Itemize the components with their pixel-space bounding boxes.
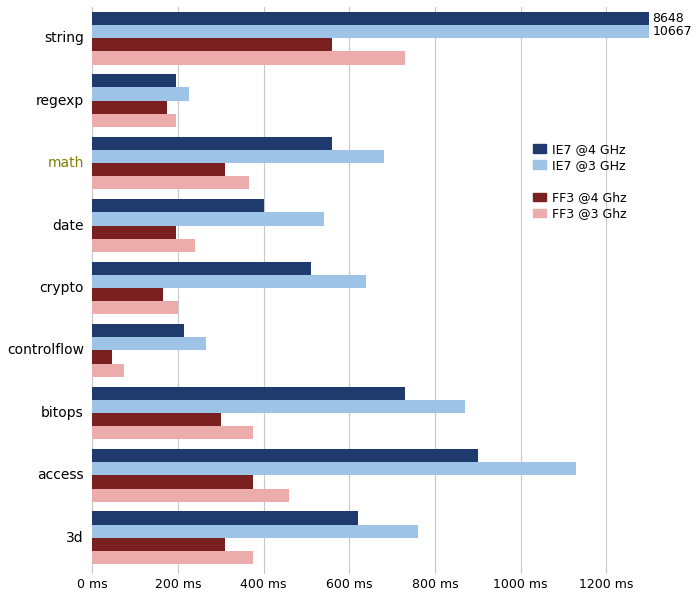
Bar bbox=[92, 475, 253, 489]
Bar bbox=[92, 538, 225, 551]
Bar bbox=[92, 350, 112, 364]
Bar bbox=[92, 74, 176, 87]
Bar bbox=[92, 364, 124, 377]
Bar bbox=[92, 337, 206, 350]
Bar bbox=[92, 288, 163, 301]
Bar bbox=[92, 301, 178, 315]
Bar bbox=[92, 199, 264, 212]
Bar bbox=[92, 426, 253, 440]
Bar bbox=[92, 524, 418, 538]
Bar bbox=[92, 324, 185, 337]
Bar bbox=[92, 399, 465, 413]
Bar bbox=[92, 51, 405, 65]
Bar bbox=[92, 114, 176, 127]
Bar bbox=[92, 551, 253, 564]
Bar bbox=[92, 489, 289, 502]
Bar bbox=[92, 137, 332, 150]
Bar bbox=[92, 38, 332, 51]
Bar bbox=[92, 261, 311, 275]
Bar bbox=[92, 212, 324, 225]
Bar bbox=[92, 87, 189, 100]
Bar bbox=[92, 100, 167, 114]
Text: 8648: 8648 bbox=[653, 12, 684, 25]
Bar bbox=[92, 449, 478, 462]
Text: 10667: 10667 bbox=[653, 25, 692, 38]
Bar bbox=[92, 413, 221, 426]
Bar bbox=[92, 163, 225, 176]
Bar bbox=[92, 239, 195, 252]
Bar bbox=[92, 25, 649, 38]
Legend: IE7 @4 GHz, IE7 @3 GHz, , FF3 @4 Ghz, FF3 @3 Ghz: IE7 @4 GHz, IE7 @3 GHz, , FF3 @4 Ghz, FF… bbox=[528, 138, 632, 225]
Bar bbox=[92, 150, 384, 163]
Bar bbox=[92, 511, 358, 524]
Bar bbox=[92, 462, 576, 475]
Bar bbox=[92, 176, 249, 190]
Bar bbox=[92, 225, 176, 239]
Bar bbox=[92, 12, 649, 25]
Bar bbox=[92, 275, 366, 288]
Bar bbox=[92, 386, 405, 399]
